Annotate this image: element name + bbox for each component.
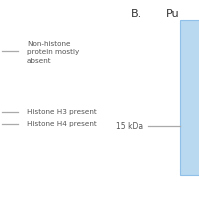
Text: Non-histone
protein mostly
absent: Non-histone protein mostly absent [27, 41, 79, 64]
Text: Pu: Pu [166, 9, 180, 19]
Text: B.: B. [131, 9, 142, 19]
Text: Histone H4 present: Histone H4 present [27, 121, 97, 127]
Bar [180, 20, 199, 175]
Text: 15 kDa: 15 kDa [116, 122, 143, 131]
Text: Histone H3 present: Histone H3 present [27, 109, 97, 115]
